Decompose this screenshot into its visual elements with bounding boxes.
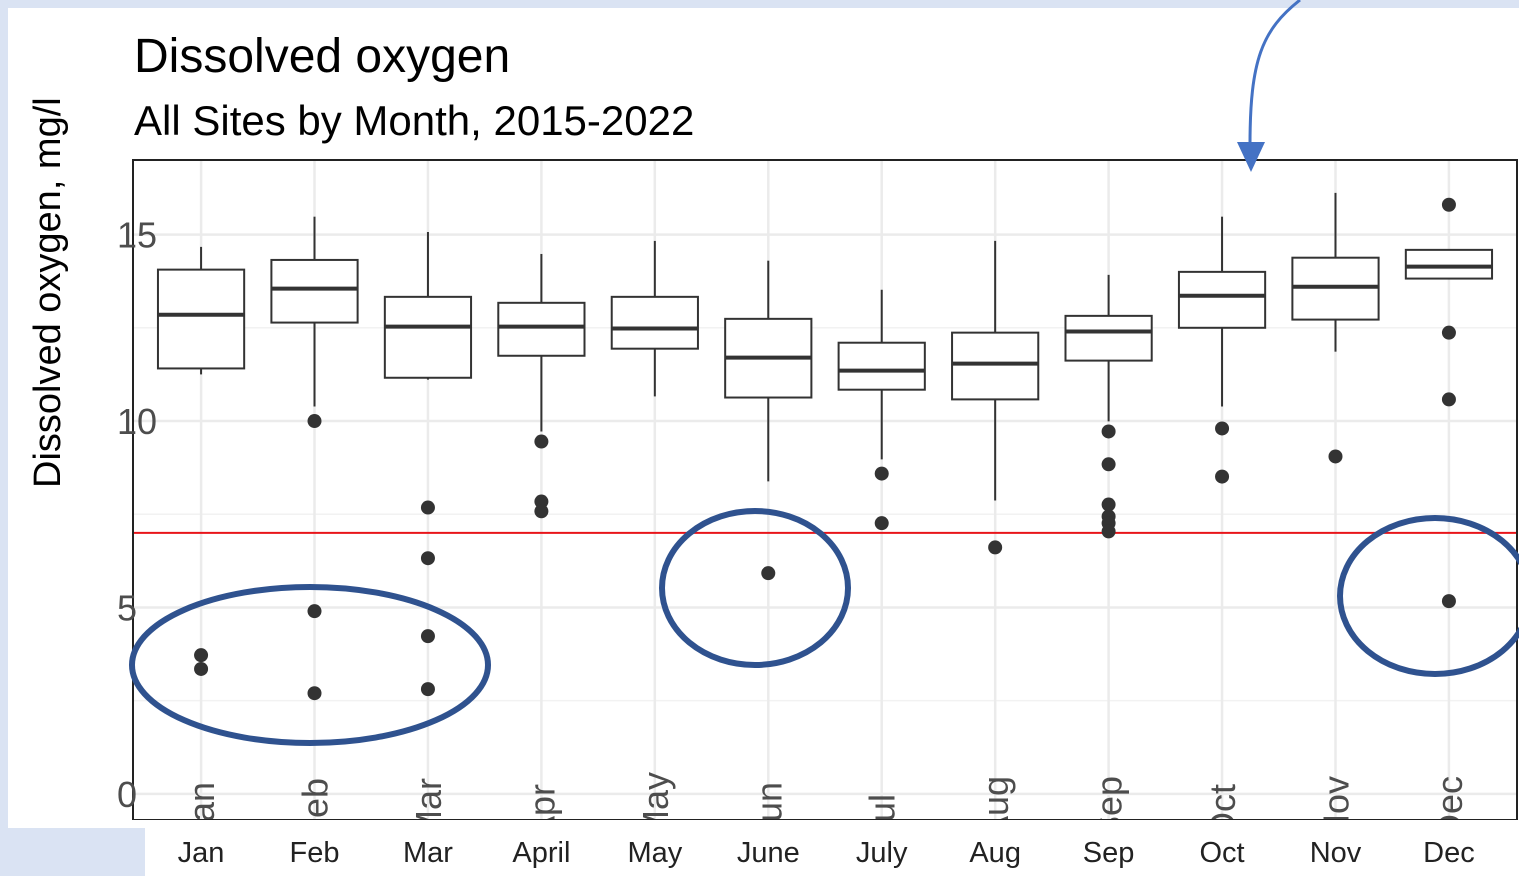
x-label: April [512, 837, 570, 869]
outlier [1101, 424, 1116, 439]
x-tick-label: Aug [975, 776, 1016, 840]
box [837, 341, 926, 391]
outlier [307, 686, 322, 701]
box [1064, 314, 1153, 362]
x-tick-label: Sep [1089, 776, 1130, 840]
x-tick-label: Oct [1202, 784, 1243, 840]
x-label: June [737, 837, 800, 869]
box [383, 295, 473, 379]
outlier [761, 566, 776, 581]
ellipse [659, 508, 851, 668]
box [1404, 248, 1494, 280]
ellipse [1337, 515, 1519, 677]
outlier [420, 629, 435, 644]
x-label: Nov [1310, 837, 1362, 869]
chart-subtitle: All Sites by Month, 2015-2022 [134, 97, 694, 144]
outlier [420, 682, 435, 697]
plot: Jan Feb Mar Apr May Jun Jul Aug Sep Oct Nov Dec [132, 159, 1518, 840]
box [951, 331, 1040, 401]
outlier [1215, 469, 1230, 484]
slide [8, 8, 1519, 828]
outlier [420, 551, 435, 566]
x-tick-label: Jan [181, 782, 222, 840]
outlier [1441, 594, 1456, 609]
outlier [1441, 325, 1456, 340]
x-tick-label: Dec [1429, 776, 1470, 840]
x-label: Sep [1083, 837, 1135, 869]
outlier [1101, 497, 1116, 512]
outlier [420, 500, 435, 515]
frame-bottom-left [0, 828, 145, 876]
arrow [1248, 0, 1301, 146]
x-label: Jan [178, 837, 225, 869]
outlier [534, 494, 549, 509]
outlier [1215, 421, 1230, 436]
y-axis-label: Dissolved oxygen, mg/l [27, 97, 69, 488]
outlier [1441, 197, 1456, 212]
outlier [194, 648, 209, 663]
label-overlay: Jan Feb Mar April May June July Aug Sep Oct Nov Dec [178, 837, 1475, 869]
frame-left [0, 0, 8, 876]
x-label: Oct [1199, 837, 1244, 869]
box [270, 258, 359, 324]
outlier [194, 661, 209, 676]
outlier [988, 540, 1003, 555]
x-tick-label: Jun [748, 782, 789, 840]
outlier [874, 466, 889, 481]
x-label: Feb [290, 837, 340, 869]
x-tick-label: Mar [408, 778, 449, 840]
box [1177, 270, 1267, 329]
x-tick-label: Jul [862, 794, 903, 840]
outlier [534, 434, 549, 449]
outlier [1101, 457, 1116, 472]
outlier [1328, 449, 1343, 464]
box [610, 295, 699, 350]
x-tick-label: Nov [1315, 776, 1356, 840]
box [156, 268, 246, 370]
x-tick-label: May [635, 772, 676, 840]
x-tick-label: Apr [521, 784, 562, 840]
y-tick-label: 10 [117, 401, 157, 442]
x-label: Dec [1423, 837, 1475, 869]
highlight-ellipses [129, 508, 1519, 746]
outlier [534, 504, 549, 519]
x-label: May [627, 837, 682, 869]
y-tick-label: 5 [117, 587, 137, 628]
chart-title: Dissolved oxygen [134, 30, 510, 83]
panel-border [132, 159, 1518, 820]
x-tick-label: Feb [295, 778, 336, 840]
box [497, 301, 586, 357]
y-tick-label: 15 [117, 215, 157, 256]
outlier [1101, 524, 1116, 539]
outlier [307, 414, 322, 429]
y-tick-label: 0 [117, 774, 137, 815]
x-label: Aug [969, 837, 1021, 869]
outlier [874, 516, 889, 531]
outlier [1441, 392, 1456, 407]
label-overlay-box [145, 821, 1519, 876]
x-label: July [856, 837, 908, 869]
x-label: Mar [403, 837, 453, 869]
arrow-head [1237, 142, 1265, 172]
outlier [307, 604, 322, 619]
frame-top [0, 0, 1519, 8]
ellipse [129, 584, 491, 746]
